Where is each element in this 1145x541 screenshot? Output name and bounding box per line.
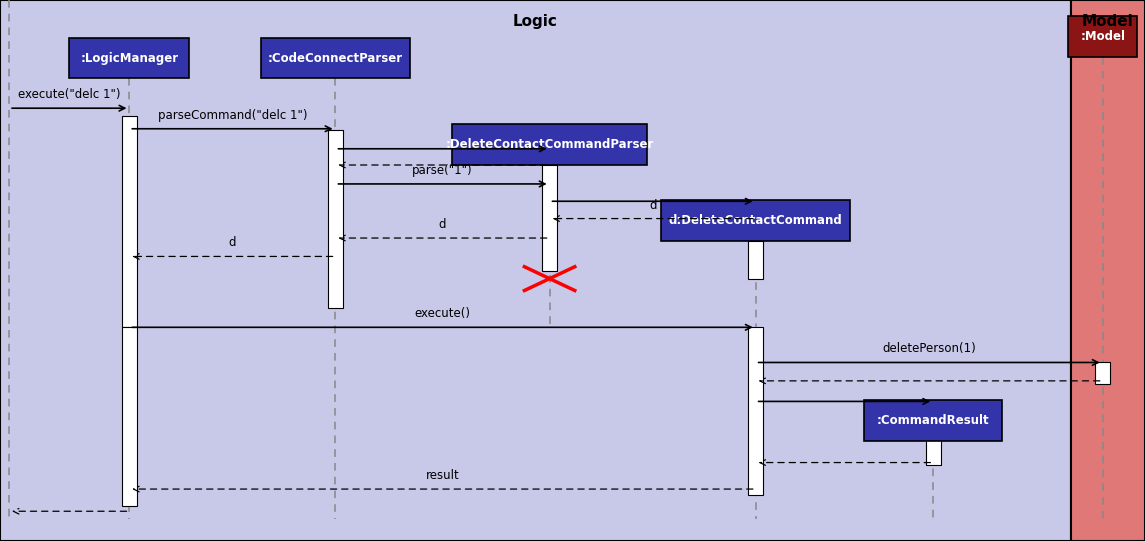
Bar — [543, 165, 558, 270]
Text: d:DeleteContactCommand: d:DeleteContactCommand — [669, 214, 843, 227]
Text: d: d — [229, 236, 236, 249]
Text: :CodeConnectParser: :CodeConnectParser — [268, 51, 403, 65]
Bar — [121, 116, 137, 327]
Text: d: d — [439, 218, 447, 231]
Text: result: result — [426, 469, 459, 482]
Bar — [261, 38, 410, 78]
Bar — [864, 400, 1002, 441]
Text: :Model: :Model — [1080, 30, 1126, 43]
Text: deletePerson(1): deletePerson(1) — [883, 342, 976, 355]
Text: :LogicManager: :LogicManager — [80, 51, 179, 65]
Text: Model: Model — [1081, 14, 1134, 29]
Text: :DeleteContactCommandParser: :DeleteContactCommandParser — [445, 138, 654, 151]
Text: execute(): execute() — [414, 307, 471, 320]
Bar — [327, 130, 344, 308]
Text: Logic: Logic — [512, 14, 558, 29]
Bar — [662, 200, 851, 241]
Bar — [1071, 0, 1145, 541]
Bar — [452, 124, 647, 165]
Bar — [1068, 16, 1137, 57]
Text: :CommandResult: :CommandResult — [877, 414, 989, 427]
Text: parseCommand("delc 1"): parseCommand("delc 1") — [158, 109, 307, 122]
Text: parse("1"): parse("1") — [412, 164, 473, 177]
Bar — [70, 38, 190, 78]
Bar — [925, 406, 941, 465]
Text: execute("delc 1"): execute("delc 1") — [18, 88, 120, 101]
Bar — [121, 327, 137, 506]
Bar — [1096, 362, 1111, 384]
Text: d: d — [649, 199, 656, 212]
Bar — [749, 241, 764, 279]
Bar — [749, 327, 764, 495]
